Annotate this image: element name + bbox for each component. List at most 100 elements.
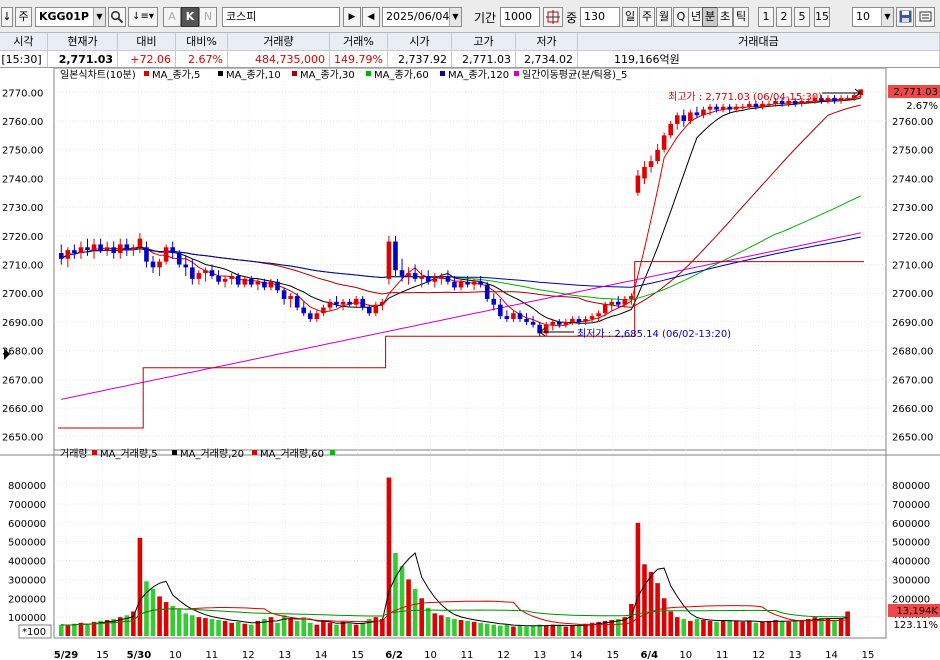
- period-button-1[interactable]: 주: [639, 7, 655, 27]
- candle-body: [294, 296, 300, 308]
- candle-body: [589, 316, 595, 320]
- mode-n-button[interactable]: N: [199, 7, 217, 27]
- candle-body: [301, 307, 307, 314]
- candle-body: [740, 106, 746, 108]
- volume-bar: [393, 553, 398, 636]
- period-selector[interactable]: 주: [15, 7, 32, 27]
- candle-body: [281, 290, 287, 299]
- volume-bar: [832, 619, 837, 636]
- price-tick-right: 2760.00: [892, 117, 933, 128]
- date-field[interactable]: 2025/06/04 ▼: [382, 7, 462, 27]
- candle-body: [458, 281, 464, 288]
- expand-panel-icon[interactable]: [4, 348, 10, 360]
- candle-body: [157, 261, 162, 268]
- price-tick-left: 2760.00: [2, 117, 43, 128]
- quote-value-7: 2,771.03: [452, 51, 516, 67]
- next-icon[interactable]: ▶: [343, 7, 361, 27]
- code-field[interactable]: KGG01P ▼: [35, 7, 106, 27]
- volume-bar: [360, 622, 366, 636]
- sort-order-icon[interactable]: ↓≡▾: [128, 7, 158, 27]
- volume-bar: [629, 603, 634, 636]
- price-volume-chart[interactable]: 2770.002770.002760.002760.002750.002750.…: [0, 68, 940, 660]
- range-input[interactable]: 1000: [500, 7, 540, 27]
- candle-body: [583, 319, 588, 322]
- candle-body: [190, 267, 195, 279]
- candle-body: [117, 244, 123, 254]
- save-icon[interactable]: [896, 7, 914, 27]
- volume-bar: [484, 623, 490, 636]
- candle-body: [262, 281, 267, 288]
- volume-bar: [314, 624, 320, 636]
- mode-k-button[interactable]: K: [181, 7, 199, 27]
- price-tick-left: 2750.00: [2, 146, 43, 157]
- volume-change-tag-bg: [888, 618, 940, 631]
- chevron-down-icon[interactable]: ▼: [449, 8, 461, 26]
- candle-body: [196, 273, 202, 279]
- volume-tick-left: 600000: [8, 519, 46, 530]
- crosshair-icon[interactable]: [543, 7, 563, 27]
- volume-bar: [288, 619, 293, 636]
- chevron-down-icon[interactable]: ▼: [93, 8, 105, 26]
- volume-bar: [176, 609, 182, 636]
- candle-body: [576, 319, 582, 322]
- instrument-name-field[interactable]: 코스피: [222, 7, 340, 27]
- period-button-3[interactable]: Q: [673, 7, 689, 27]
- candle-body: [380, 301, 385, 305]
- time-label: 15: [606, 650, 619, 660]
- candle-body: [806, 100, 811, 102]
- settings-icon[interactable]: [915, 7, 935, 27]
- volume-bar: [609, 619, 615, 636]
- volume-bar: [104, 619, 110, 636]
- volume-bar: [478, 622, 483, 636]
- volume-bar: [760, 621, 765, 636]
- search-icon[interactable]: [108, 7, 126, 27]
- volume-bar: [249, 624, 254, 636]
- candle-body: [504, 316, 510, 320]
- candle-body: [838, 98, 844, 101]
- volume-bar: [91, 621, 97, 636]
- candle-body: [150, 261, 156, 268]
- volume-bar: [294, 620, 300, 636]
- period-button-0[interactable]: 일: [622, 7, 638, 27]
- volume-bar: [347, 623, 352, 636]
- low-annotation: 최저가 : 2,685.14 (06/02-13:20): [577, 328, 731, 340]
- volume-bar: [399, 566, 405, 636]
- volume-bar: [216, 619, 221, 636]
- candle-body: [203, 270, 208, 274]
- interval-select[interactable]: 10 ▼: [852, 7, 894, 27]
- volume-bar: [550, 624, 556, 636]
- volume-tick-right: 700000: [892, 500, 930, 511]
- volume-legend-swatch: [92, 450, 97, 455]
- candle-body: [465, 281, 470, 285]
- volume-bar: [524, 626, 529, 636]
- volume-bar: [268, 617, 274, 636]
- volume-legend-item: MA_거래량,20: [180, 448, 244, 460]
- price-current-tag-bg: [888, 85, 940, 98]
- period-button-11[interactable]: 15: [814, 7, 830, 27]
- candle-body: [249, 278, 254, 285]
- chevron-down-icon[interactable]: ▼: [881, 8, 893, 26]
- volume-bar: [242, 623, 248, 636]
- candle-body: [327, 301, 333, 308]
- volume-bar: [439, 615, 444, 636]
- period-button-10[interactable]: 5: [794, 7, 810, 27]
- sort-down-icon[interactable]: ↓: [1, 7, 13, 27]
- candle-body: [183, 264, 189, 268]
- candle-body: [550, 321, 556, 325]
- period-button-9[interactable]: 2: [776, 7, 792, 27]
- mode-a-button[interactable]: A: [163, 7, 181, 27]
- period-button-8[interactable]: 1: [758, 7, 774, 27]
- prev-icon[interactable]: ◀: [362, 7, 380, 27]
- period-button-2[interactable]: 월: [656, 7, 672, 27]
- volume-bar: [766, 620, 772, 636]
- period-button-7[interactable]: 틱: [733, 7, 749, 27]
- volume-legend-item: MA_거래량,5: [100, 448, 158, 460]
- candle-body: [681, 115, 687, 122]
- count-input[interactable]: 130: [580, 7, 620, 27]
- volume-bar: [419, 598, 424, 636]
- period-button-5[interactable]: 분: [702, 7, 718, 27]
- volume-bar: [727, 619, 732, 636]
- price-tick-right: 2650.00: [892, 433, 933, 444]
- period-button-6[interactable]: 초: [717, 7, 733, 27]
- volume-bar: [681, 619, 687, 636]
